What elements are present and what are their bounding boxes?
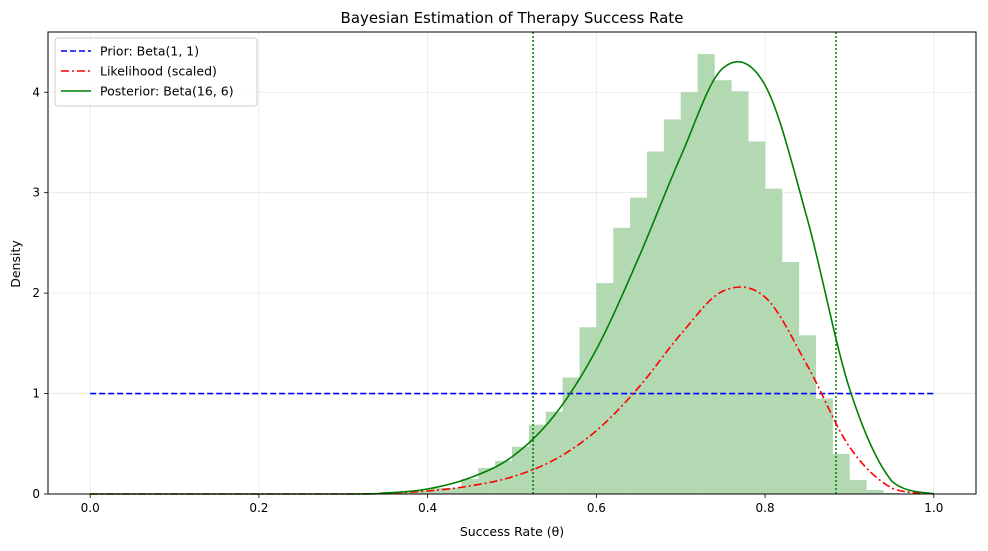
histogram-bar — [495, 460, 513, 494]
y-tick-label: 4 — [32, 85, 40, 99]
histogram-bar — [512, 446, 530, 494]
histogram-bar — [883, 492, 901, 494]
histogram-bar — [646, 151, 665, 494]
histogram-bar — [765, 188, 783, 494]
legend-label-0: Prior: Beta(1, 1) — [100, 44, 199, 59]
histogram-bar — [731, 91, 749, 494]
histogram-bar — [849, 479, 867, 494]
x-tick-label: 0.4 — [418, 501, 437, 515]
x-tick-label: 0.8 — [756, 501, 775, 515]
y-tick-label: 2 — [32, 286, 40, 300]
histogram-bar — [579, 327, 597, 494]
plot-frame — [47, 31, 977, 495]
histogram-bar — [781, 261, 800, 494]
histogram-bar — [663, 119, 682, 494]
y-tick-label: 1 — [32, 387, 40, 401]
x-tick-label: 0.0 — [81, 501, 100, 515]
histogram-bar — [545, 411, 563, 494]
y-axis-label: Density — [8, 240, 23, 288]
legend-label-2: Posterior: Beta(16, 6) — [100, 84, 234, 99]
x-axis-ticks: 0.0 0.2 0.4 0.6 0.8 1.0 — [81, 494, 943, 515]
histogram-bar — [427, 487, 445, 494]
x-tick-label: 0.2 — [249, 501, 268, 515]
x-axis-label: Success Rate (θ) — [460, 524, 564, 539]
credible-interval-lines — [532, 32, 837, 494]
legend-label-1: Likelihood (scaled) — [100, 64, 217, 79]
histogram-bar — [562, 377, 580, 494]
histogram-bar — [444, 487, 462, 494]
histogram-bar — [748, 141, 766, 494]
series-lines — [90, 60, 935, 495]
series-line-2 — [90, 60, 935, 495]
histogram-bar — [798, 335, 817, 494]
histogram-bar — [613, 227, 631, 494]
x-tick-label: 1.0 — [924, 501, 943, 515]
x-tick-label: 0.6 — [587, 501, 606, 515]
y-axis-ticks: 0 1 2 3 4 — [32, 85, 48, 501]
histogram-bar — [815, 398, 833, 494]
histogram-bar — [410, 490, 428, 494]
histogram-bar — [697, 54, 715, 495]
chart-title: Bayesian Estimation of Therapy Success R… — [341, 9, 684, 27]
histogram-bar — [630, 197, 648, 494]
histogram-bar — [393, 491, 412, 494]
y-tick-label: 3 — [32, 186, 40, 200]
legend-box — [54, 37, 258, 107]
histogram-bar — [714, 80, 732, 495]
legend: Prior: Beta(1, 1) Likelihood (scaled) Post… — [54, 37, 258, 107]
histogram-bar — [832, 453, 850, 494]
histogram-bar — [478, 467, 496, 494]
y-tick-label: 0 — [32, 487, 40, 501]
histogram-bar — [596, 283, 614, 494]
histogram-bar — [866, 489, 884, 494]
